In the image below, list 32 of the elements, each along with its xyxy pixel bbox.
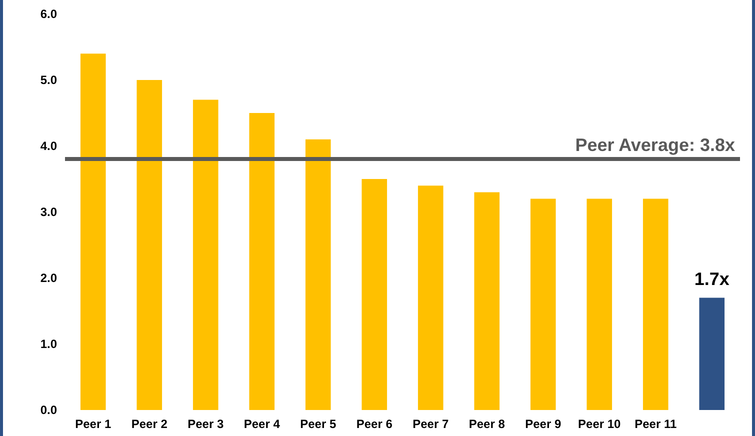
bar <box>699 298 725 410</box>
bar <box>474 192 500 410</box>
x-tick-label: Peer 6 <box>356 417 393 431</box>
x-tick-label: Peer 3 <box>188 417 224 431</box>
bar <box>530 198 556 410</box>
x-tick-label: Peer 10 <box>578 417 622 431</box>
bar <box>586 198 612 410</box>
bar <box>136 80 162 410</box>
data-label: 1.7x <box>694 268 730 289</box>
x-tick-label: Peer 1 <box>75 417 112 431</box>
bar <box>192 100 218 410</box>
x-tick-label: Peer 11 <box>634 417 677 431</box>
bar <box>418 186 444 410</box>
ref-line-label: Peer Average: 3.8x <box>575 135 735 156</box>
y-tick-label: 6.0 <box>40 7 58 21</box>
y-tick-label: 3.0 <box>40 205 58 219</box>
y-tick-label: 4.0 <box>40 139 58 153</box>
x-tick-label: Peer 8 <box>468 417 506 431</box>
x-tick-label: Peer 5 <box>300 417 336 431</box>
y-tick-label: 1.0 <box>40 337 58 351</box>
x-tick-label: Peer 7 <box>412 417 449 431</box>
y-tick-label: 2.0 <box>40 271 58 285</box>
bar <box>642 198 668 410</box>
y-tick-label: 0.0 <box>40 403 58 417</box>
x-tick-label: Peer 9 <box>525 417 562 431</box>
bar <box>80 54 106 410</box>
bar <box>362 179 388 410</box>
bar <box>249 113 275 410</box>
y-tick-label: 5.0 <box>40 73 58 87</box>
x-tick-label: Peer 4 <box>244 417 280 431</box>
bar <box>305 139 331 410</box>
x-tick-label: Peer 2 <box>131 417 168 431</box>
